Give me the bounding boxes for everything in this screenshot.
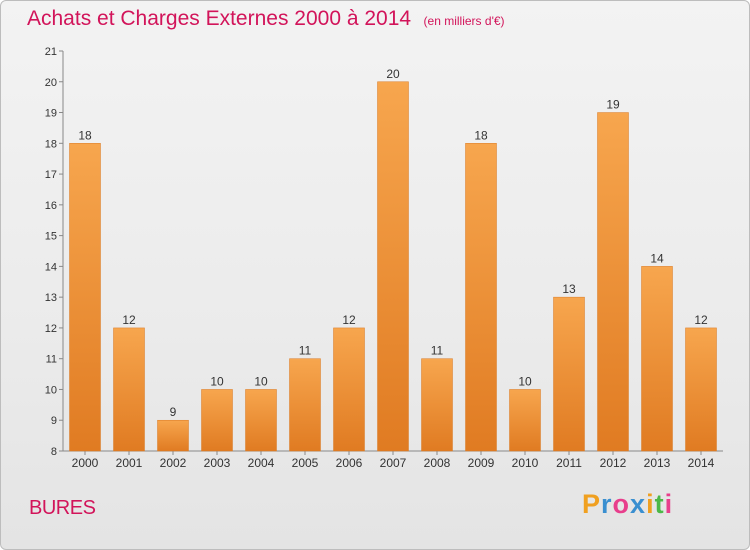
bar-2011 — [553, 296, 585, 452]
bar-2008 — [421, 358, 453, 452]
chart-title: Achats et Charges Externes 2000 à 2014 — [27, 7, 412, 30]
x-tick-label: 2000 — [72, 456, 99, 470]
y-tick-label: 12 — [45, 323, 57, 335]
y-tick-label: 13 — [45, 292, 57, 304]
x-tick-label: 2005 — [292, 456, 319, 470]
bar-2014 — [685, 327, 717, 452]
logo-letter: i — [646, 489, 655, 519]
y-tick-label: 16 — [45, 200, 57, 212]
bar-value-label: 10 — [210, 374, 224, 388]
x-tick-label: 2001 — [116, 456, 143, 470]
y-tick-label: 9 — [51, 415, 57, 427]
bar-2007 — [377, 81, 409, 452]
y-tick-label: 14 — [45, 261, 57, 273]
chart-unit-label: (en milliers d'€) — [423, 14, 505, 28]
bar-2006 — [333, 327, 365, 452]
y-tick-label: 10 — [45, 384, 57, 396]
bar-value-label: 12 — [342, 313, 356, 327]
bar-2009 — [465, 143, 497, 452]
bar-value-label: 14 — [650, 251, 664, 265]
bar-2013 — [641, 266, 673, 452]
x-tick-label: 2009 — [468, 456, 495, 470]
bar-value-label: 12 — [122, 313, 136, 327]
bar-value-label: 11 — [299, 344, 312, 358]
bar-value-label: 19 — [606, 98, 620, 112]
bar-2000 — [69, 143, 101, 452]
y-tick-label: 17 — [45, 169, 57, 181]
y-tick-label: 19 — [45, 108, 57, 120]
logo-letter: i — [664, 489, 674, 519]
logo-letter: r — [601, 489, 613, 519]
bar-2010 — [509, 389, 541, 452]
logo-letter: x — [630, 489, 647, 519]
logo-letter: P — [582, 489, 602, 519]
bar-value-label: 20 — [386, 67, 400, 81]
y-tick-label: 8 — [51, 446, 57, 458]
x-tick-label: 2007 — [380, 456, 407, 470]
x-tick-label: 2010 — [512, 456, 539, 470]
location-label: BURES — [29, 497, 96, 519]
x-tick-label: 2002 — [160, 456, 187, 470]
bar-2012 — [597, 112, 629, 452]
y-tick-label: 11 — [46, 354, 57, 366]
bar-2005 — [289, 358, 321, 452]
bar-value-label: 9 — [170, 405, 177, 419]
x-tick-label: 2014 — [688, 456, 715, 470]
y-tick-label: 20 — [45, 77, 57, 89]
x-tick-label: 2013 — [644, 456, 671, 470]
logo-letter: o — [612, 489, 631, 519]
y-tick-label: 18 — [45, 138, 57, 150]
bar-2002 — [157, 419, 189, 452]
bar-value-label: 11 — [431, 344, 444, 358]
bars: 18 12 9 10 10 11 12 20 11 18 10 13 19 14 12 — [69, 67, 717, 452]
x-tick-label: 2006 — [336, 456, 363, 470]
bar-2003 — [201, 389, 233, 452]
bar-value-label: 12 — [694, 313, 708, 327]
bar-2001 — [113, 327, 145, 452]
x-tick-label: 2011 — [556, 456, 582, 470]
proxiti-logo: Proxiti — [582, 489, 673, 520]
bar-value-label: 10 — [518, 374, 532, 388]
x-tick-label: 2012 — [600, 456, 627, 470]
title-row: Achats et Charges Externes 2000 à 2014 (… — [27, 7, 505, 31]
bar-2004 — [245, 389, 277, 452]
bar-value-label: 13 — [562, 282, 576, 296]
x-tick-label: 2003 — [204, 456, 231, 470]
bar-value-label: 10 — [254, 374, 268, 388]
bar-value-label: 18 — [474, 128, 488, 142]
y-tick-label: 21 — [45, 46, 57, 58]
logo-letter: t — [654, 489, 665, 519]
y-tick-label: 15 — [45, 231, 57, 243]
bar-value-label: 18 — [78, 128, 92, 142]
x-tick-label: 2008 — [424, 456, 451, 470]
x-tick-label: 2004 — [248, 456, 275, 470]
